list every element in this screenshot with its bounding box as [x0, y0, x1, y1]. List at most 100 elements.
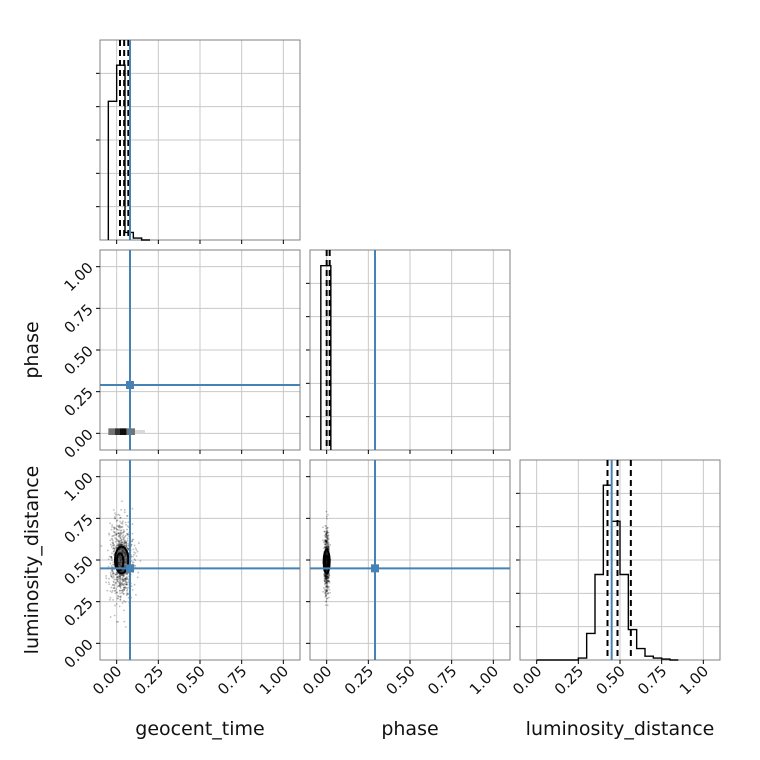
sample-point	[325, 530, 328, 533]
sample-point	[119, 541, 122, 544]
sample-point	[108, 532, 110, 535]
sample-point	[324, 539, 327, 542]
sample-point	[122, 580, 125, 582]
sample-point	[139, 560, 142, 562]
sample-point	[127, 521, 130, 523]
sample-point	[325, 534, 328, 537]
sample-point	[326, 528, 329, 530]
xlabel-luminosity-distance: luminosity_distance	[526, 718, 715, 740]
sample-point	[326, 542, 329, 545]
sample-point	[325, 578, 328, 580]
sample-point	[133, 553, 135, 556]
sample-point	[119, 595, 121, 598]
sample-point	[325, 581, 328, 584]
sample-point	[123, 540, 125, 543]
sample-point	[325, 574, 327, 577]
sample-point	[324, 574, 327, 577]
y-tick-label: 0.50	[60, 552, 96, 588]
sample-point	[326, 575, 328, 578]
y-tick-label: 1.00	[60, 259, 96, 295]
sample-point	[120, 526, 123, 529]
sample-point	[327, 546, 330, 548]
sample-point	[131, 540, 134, 543]
sample-point	[114, 590, 116, 592]
sample-point	[119, 583, 121, 586]
sample-point	[326, 534, 328, 537]
histogram-luminosity_distance	[536, 484, 679, 661]
sample-point	[326, 517, 328, 520]
sample-point	[122, 531, 125, 533]
sample-point	[115, 538, 118, 541]
sample-point	[117, 543, 120, 546]
sample-point	[324, 577, 327, 580]
sample-point	[120, 582, 123, 585]
sample-point	[119, 587, 122, 589]
sample-point	[325, 582, 328, 585]
sample-point	[327, 545, 330, 548]
sample-point	[127, 578, 129, 580]
sample-point	[119, 599, 122, 601]
x-tick-label: 0.00	[299, 662, 335, 698]
sample-point	[112, 574, 115, 577]
sample-point	[115, 537, 117, 540]
sample-point	[113, 548, 116, 550]
sample-point	[325, 541, 328, 543]
density-bin	[108, 428, 115, 435]
sample-point	[325, 525, 327, 528]
sample-point	[324, 593, 327, 596]
panels: 0.00 0.25 0.50 0.75 1.000.000.250.500.751.00…	[60, 39, 721, 698]
sample-point	[119, 589, 121, 592]
sample-point	[328, 588, 331, 591]
sample-point	[324, 595, 327, 598]
sample-point	[120, 540, 123, 543]
sample-point	[326, 545, 329, 548]
sample-point	[322, 547, 325, 549]
sample-point	[323, 576, 326, 579]
sample-point	[117, 539, 120, 542]
sample-point	[323, 573, 326, 575]
sample-point	[125, 576, 128, 578]
sample-point	[326, 575, 328, 578]
sample-point	[112, 535, 115, 537]
sample-point	[325, 580, 327, 583]
sample-point	[325, 576, 328, 579]
sample-point	[110, 575, 113, 578]
sample-point	[324, 589, 327, 592]
sample-point	[112, 572, 115, 575]
sample-point	[326, 574, 329, 577]
sample-point	[329, 544, 332, 546]
sample-point	[325, 532, 328, 535]
sample-point	[327, 585, 330, 588]
sample-point	[112, 526, 115, 529]
sample-point	[124, 541, 127, 544]
sample-point	[131, 588, 134, 591]
sample-point	[118, 575, 121, 578]
sample-point	[119, 539, 121, 542]
sample-point	[325, 585, 328, 588]
sample-point	[126, 581, 128, 584]
sample-point	[115, 620, 118, 623]
sample-point	[113, 531, 116, 533]
sample-point	[114, 573, 117, 576]
sample-point	[118, 582, 121, 585]
sample-point	[109, 562, 112, 565]
sample-point	[325, 527, 327, 530]
sample-point	[328, 581, 331, 584]
sample-point	[116, 576, 118, 579]
sample-point	[116, 528, 119, 531]
sample-point	[326, 580, 328, 582]
sample-point	[122, 584, 125, 587]
sample-point	[326, 579, 328, 582]
sample-point	[120, 539, 123, 542]
sample-point	[125, 542, 127, 544]
sample-point	[324, 536, 327, 538]
sample-point	[112, 563, 114, 566]
ylabel-luminosity-distance: luminosity_distance	[21, 466, 43, 655]
sample-point	[324, 533, 327, 536]
sample-point	[327, 577, 329, 579]
sample-point	[109, 590, 112, 593]
sample-point	[127, 548, 130, 551]
sample-point	[116, 591, 118, 594]
sample-point	[324, 540, 327, 542]
sample-point	[325, 585, 328, 588]
